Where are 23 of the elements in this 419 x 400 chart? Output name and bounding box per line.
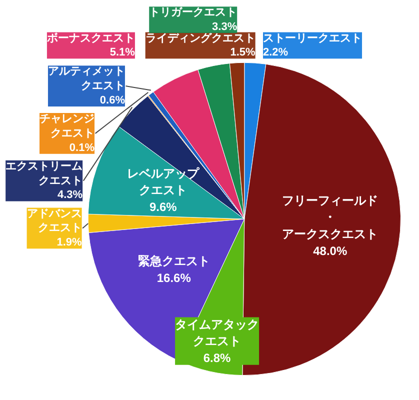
slice-label: ライディングクエスト [145, 32, 256, 44]
slice-label: エクストリームクエスト [6, 160, 83, 187]
slice-label: 緊急クエスト [138, 254, 210, 268]
slice-label: トリガークエスト [149, 6, 238, 19]
data-label: 3.3% [212, 20, 238, 33]
slice-label: タイムアタッククエスト [175, 317, 260, 348]
slice-label: ボーナスクエスト [46, 32, 135, 44]
slice-label: チャレンジクエスト [40, 113, 95, 140]
slice-label: アルティメットクエスト [48, 66, 125, 92]
data-label: 0.6% [100, 94, 126, 106]
slice-label: アドバンスクエスト [26, 208, 82, 234]
slice-label: ストーリークエスト [263, 32, 362, 44]
data-label: 1.9% [56, 236, 82, 249]
data-label: 1.5% [230, 46, 256, 59]
data-label: 16.6% [156, 270, 192, 285]
data-label: 48.0% [313, 244, 348, 258]
slice-label: フリーフィールド・アークスクエスト [282, 193, 378, 242]
data-label: 0.1% [69, 142, 95, 154]
data-label: 5.1% [110, 46, 136, 59]
data-label: 4.3% [58, 189, 83, 202]
data-label: 6.8% [203, 350, 232, 365]
data-label: 9.6% [149, 200, 178, 214]
data-label: 2.2% [263, 46, 288, 59]
